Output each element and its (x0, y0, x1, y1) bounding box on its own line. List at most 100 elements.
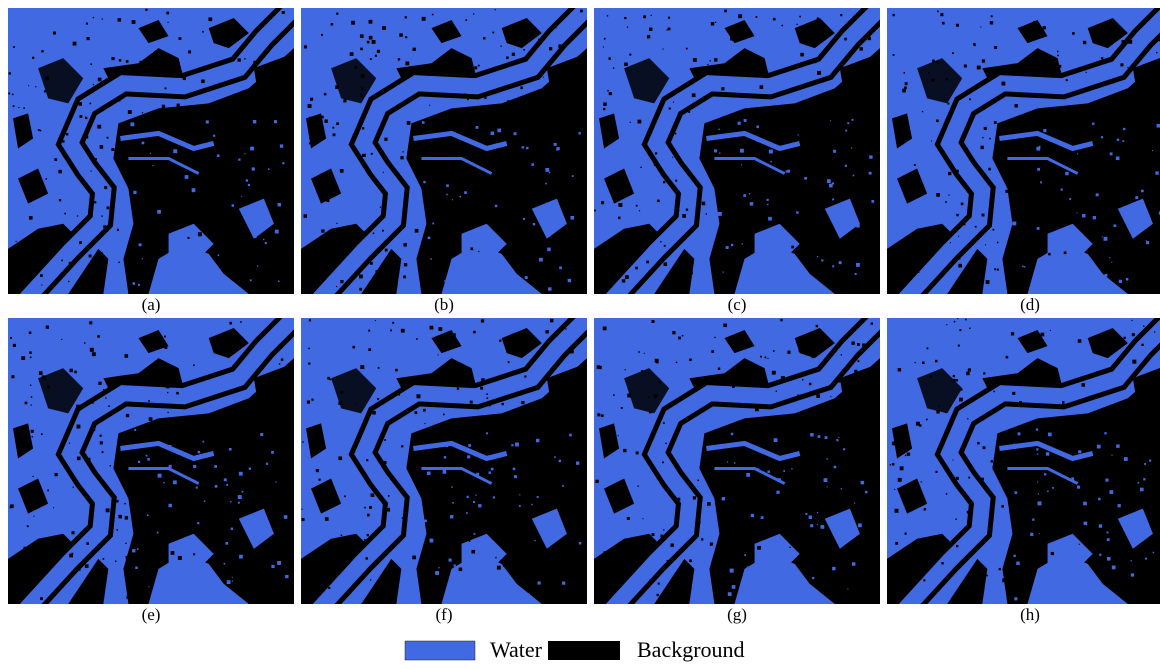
speckle (555, 375, 558, 378)
speckle (1140, 488, 1144, 492)
speckle (734, 462, 735, 463)
speckle (122, 149, 126, 153)
speckle (304, 45, 307, 48)
speckle (41, 433, 43, 435)
speckle (532, 105, 534, 107)
speckle (378, 367, 380, 369)
speckle (214, 465, 217, 468)
speckle (438, 327, 442, 331)
speckle (931, 79, 934, 82)
speckle (625, 369, 626, 370)
speckle (370, 579, 371, 580)
speckle (467, 496, 469, 498)
speckle (569, 434, 572, 437)
speckle (278, 203, 281, 206)
speckle (768, 217, 772, 221)
speckle (642, 518, 643, 519)
speckle (1040, 181, 1042, 183)
speckle (665, 443, 667, 445)
speckle (1110, 152, 1113, 155)
speckle (647, 35, 650, 38)
speckle (85, 135, 88, 138)
segmentation-map (887, 313, 1160, 609)
speckle (834, 466, 837, 469)
speckle (915, 248, 916, 249)
speckle (493, 147, 494, 148)
speckle (248, 184, 250, 186)
speckle (639, 210, 640, 211)
speckle (922, 111, 923, 112)
speckle (603, 102, 606, 105)
speckle (66, 133, 68, 135)
speckle (197, 522, 199, 524)
speckle (728, 592, 732, 596)
speckle (861, 481, 865, 485)
speckle (165, 87, 167, 89)
speckle (178, 556, 182, 560)
speckle (1143, 478, 1145, 480)
speckle (982, 137, 983, 138)
speckle (97, 335, 100, 338)
speckle (792, 225, 795, 228)
speckle (817, 512, 818, 513)
speckle (983, 446, 986, 449)
speckle (451, 486, 452, 487)
speckle (458, 250, 460, 252)
speckle (10, 506, 12, 508)
speckle (686, 209, 688, 211)
speckle (253, 61, 257, 65)
speckle (495, 557, 496, 558)
speckle (743, 194, 746, 197)
speckle (814, 61, 816, 63)
speckle (1001, 505, 1004, 508)
speckle (1013, 444, 1016, 447)
speckle (1153, 552, 1154, 553)
speckle (852, 119, 854, 121)
speckle (982, 214, 985, 217)
speckle (183, 77, 186, 80)
speckle (87, 37, 90, 40)
speckle (622, 279, 625, 282)
speckle (1149, 224, 1151, 226)
speckle (202, 441, 204, 443)
speckle (982, 59, 985, 62)
speckle (1131, 560, 1132, 561)
speckle (252, 167, 255, 170)
speckle (108, 405, 110, 407)
speckle (553, 520, 557, 524)
speckle (1131, 573, 1134, 576)
speckle (607, 178, 610, 181)
speckle (206, 120, 209, 123)
speckle (61, 339, 62, 340)
speckle (977, 66, 981, 70)
speckle (1012, 392, 1015, 395)
speckle (486, 432, 488, 434)
speckle (229, 448, 232, 451)
speckle (86, 23, 88, 25)
speckle (1120, 63, 1123, 66)
speckle (250, 147, 254, 151)
speckle (101, 594, 102, 595)
speckle (356, 403, 357, 404)
speckle (341, 391, 344, 394)
speckle (1047, 491, 1048, 492)
speckle (981, 106, 984, 109)
speckle (809, 516, 812, 519)
speckle (855, 273, 857, 275)
speckle (1078, 280, 1082, 284)
speckle (1048, 253, 1051, 256)
speckle (331, 23, 334, 26)
speckle (124, 476, 128, 480)
speckle (104, 186, 107, 189)
speckle (432, 223, 434, 225)
speckle (45, 76, 49, 80)
speckle (16, 241, 17, 242)
speckle (773, 18, 776, 21)
speckle (119, 100, 120, 101)
speckle (751, 587, 752, 588)
speckle (682, 214, 686, 218)
speckle (959, 398, 963, 402)
speckle (662, 461, 664, 463)
speckle (142, 142, 145, 145)
speckle (1086, 72, 1087, 73)
